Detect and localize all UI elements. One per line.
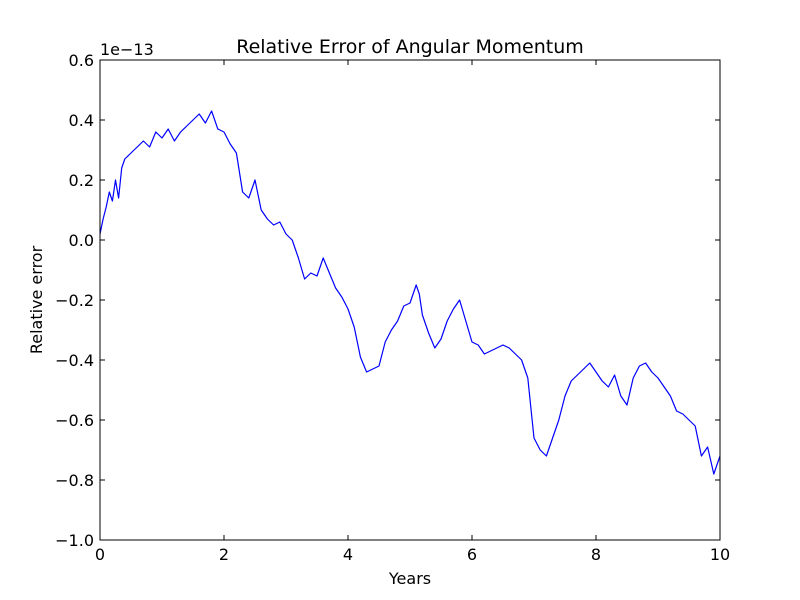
x-tick-label: 2	[219, 545, 229, 564]
ticks-layer: 0 2 4 6 8 10 −1.0 −0.8 −0.6 −0.4 −0.2 0.0 0.2 0.4 0.6	[55, 51, 730, 564]
series-layer	[99, 110, 721, 475]
y-tick-label: −1.0	[55, 531, 94, 550]
chart-title: Relative Error of Angular Momentum	[236, 36, 584, 58]
y-axis-label: Relative error	[27, 245, 46, 354]
y-tick-label: 0.2	[69, 171, 94, 190]
y-tick-label: −0.4	[55, 351, 94, 370]
x-tick-label: 6	[467, 545, 477, 564]
x-tick-label: 4	[343, 545, 353, 564]
y-tick-label: −0.8	[55, 471, 94, 490]
series-line-0	[99, 110, 721, 475]
x-tick-label: 8	[591, 545, 601, 564]
y-offset-text: 1e−13	[100, 40, 154, 59]
y-tick-label: −0.2	[55, 291, 94, 310]
y-tick-label: 0.4	[69, 111, 94, 130]
x-tick-label: 10	[710, 545, 730, 564]
x-axis-label: Years	[388, 569, 431, 588]
plot-area	[100, 60, 720, 540]
y-tick-label: −0.6	[55, 411, 94, 430]
y-tick-label: 0.0	[69, 231, 94, 250]
x-tick-label: 0	[95, 545, 105, 564]
y-tick-label: 0.6	[69, 51, 94, 70]
